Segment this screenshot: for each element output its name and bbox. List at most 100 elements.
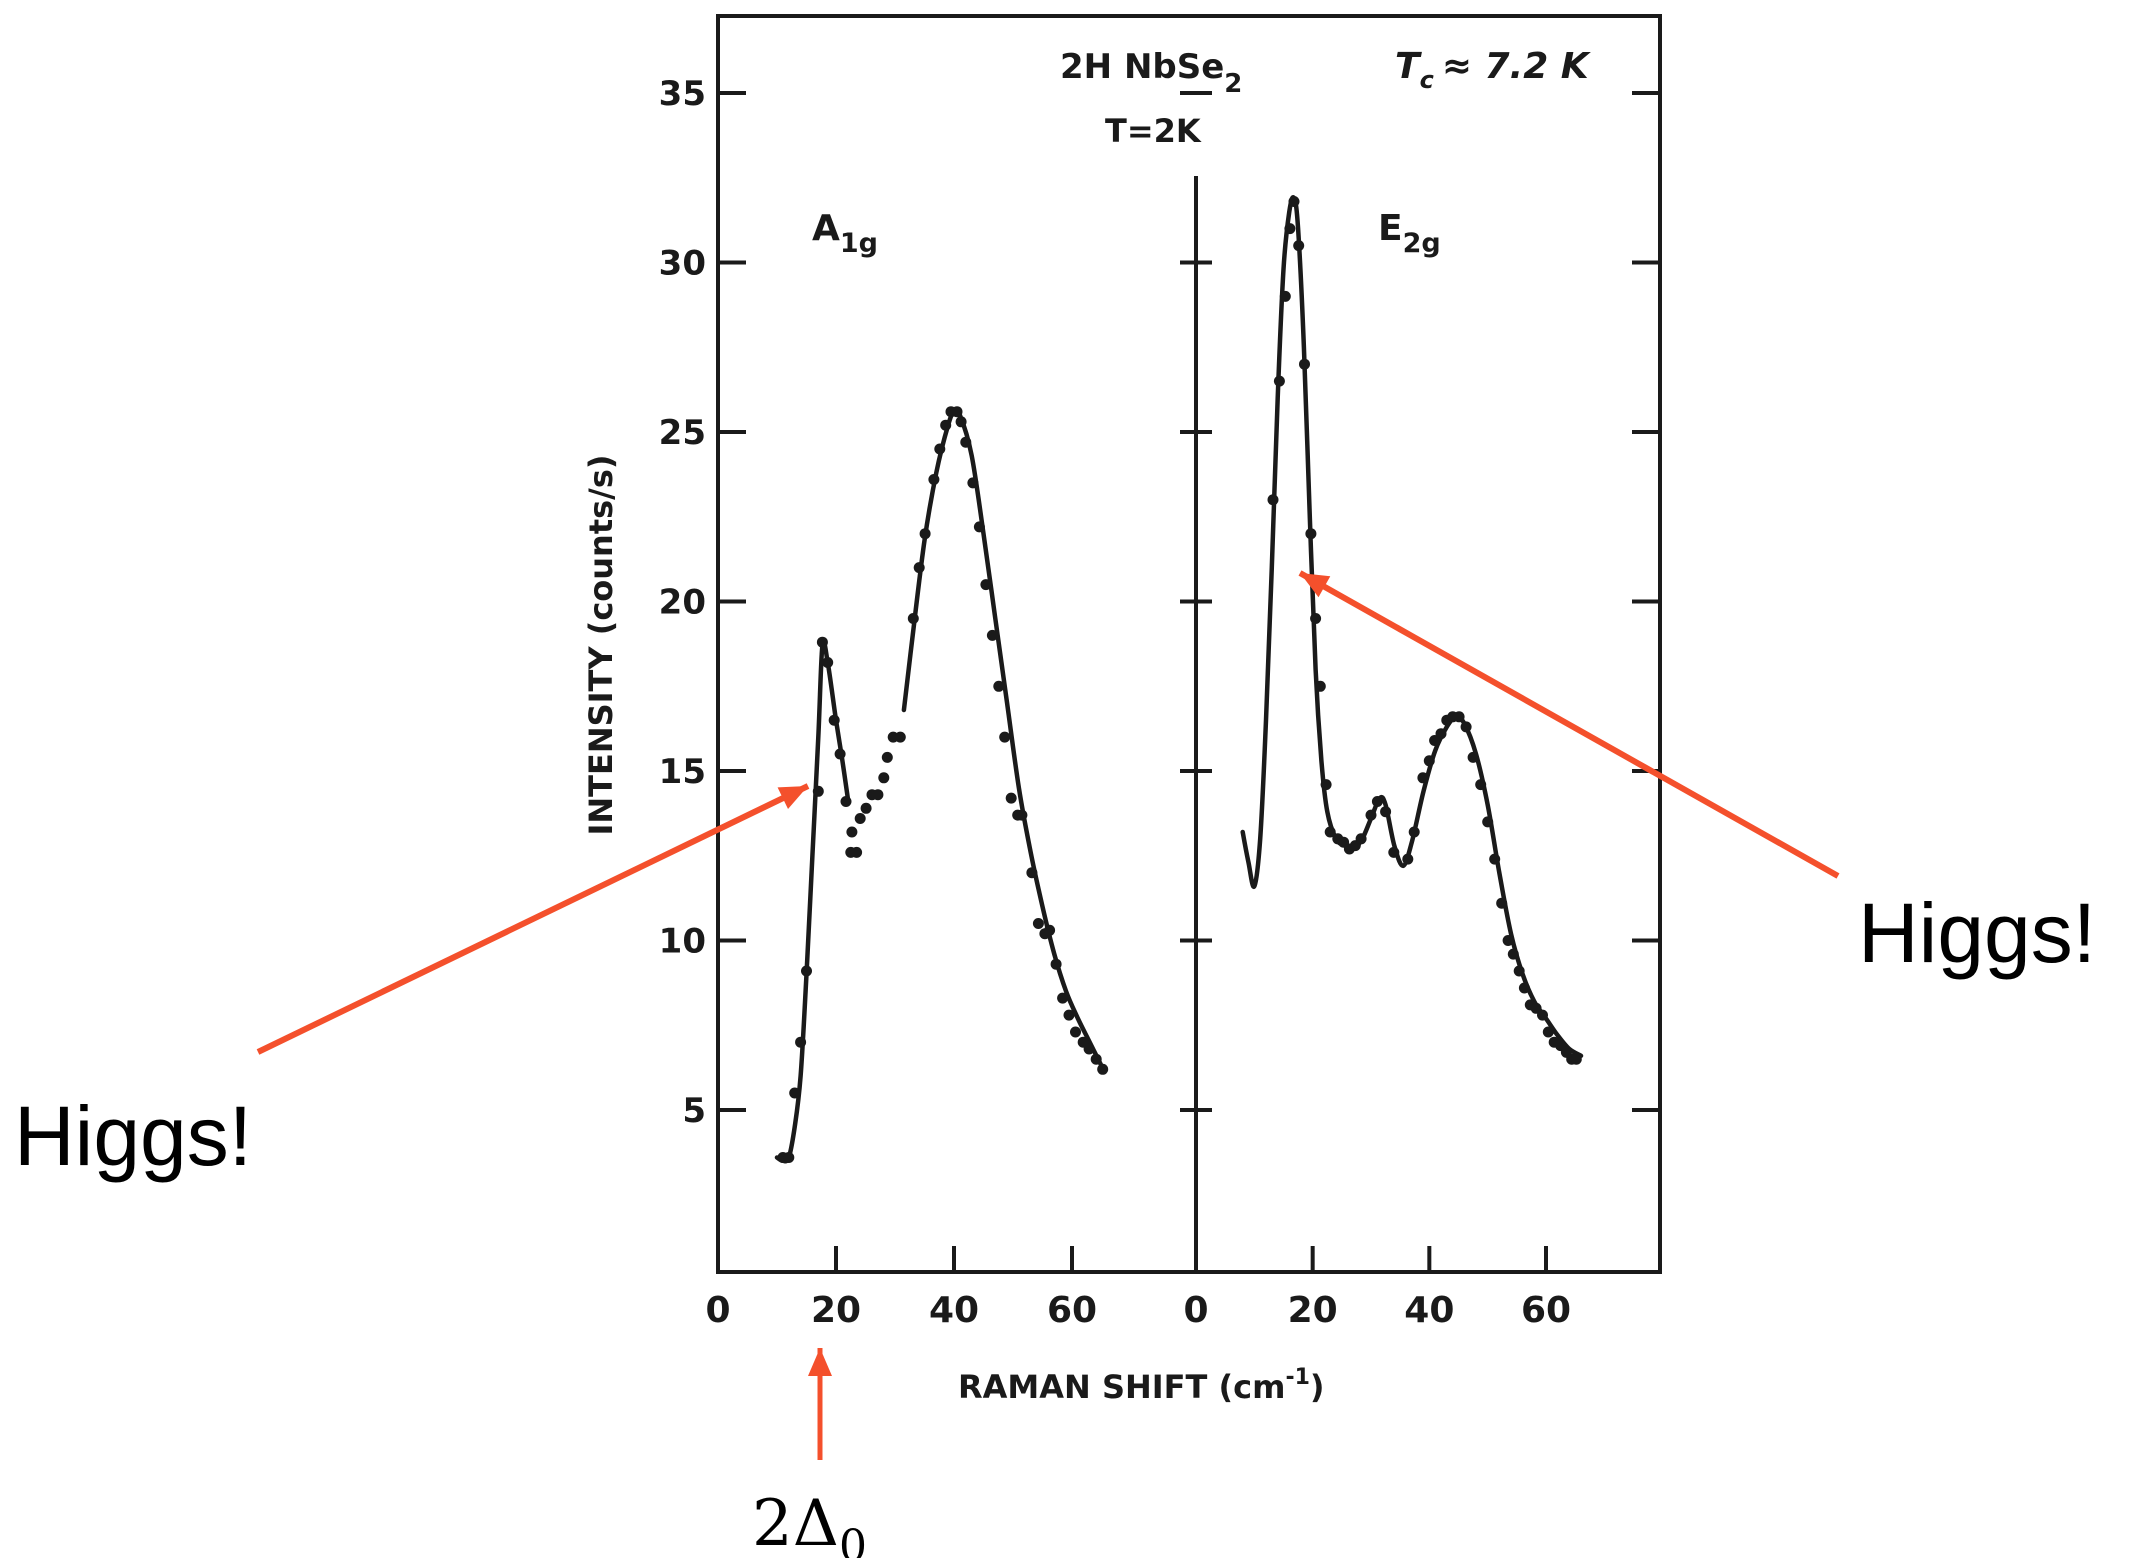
curve-p1-seg0	[1240, 195, 1584, 1059]
data-point-p1-29	[1453, 711, 1465, 723]
data-point-p0-35	[986, 629, 998, 641]
data-point-p0-48	[1070, 1026, 1081, 1038]
data-point-p0-25	[928, 474, 940, 485]
panel-label-a1g: A1g	[812, 208, 878, 259]
data-point-p0-42	[1032, 918, 1044, 929]
data-point-p0-15	[860, 802, 872, 814]
data-point-p0-24	[919, 528, 931, 540]
data-point-p1-21	[1402, 853, 1414, 865]
x-tick-label-p0-40: 40	[929, 1290, 979, 1331]
data-point-p1-36	[1502, 935, 1514, 946]
data-point-p1-35	[1496, 897, 1508, 909]
y-axis-label: INTENSITY (counts/s)	[582, 454, 620, 835]
data-point-p0-1	[783, 1152, 795, 1163]
gap-arrow-head	[808, 1348, 832, 1376]
data-point-p1-10	[1320, 779, 1332, 791]
y-tick-label-25: 25	[659, 413, 706, 453]
data-point-p1-24	[1423, 755, 1435, 767]
data-point-p1-7	[1305, 528, 1317, 540]
data-point-p0-19	[881, 751, 893, 763]
data-point-p0-44	[1044, 924, 1056, 936]
data-point-p0-33	[973, 521, 985, 533]
x-tick-label-p1-60: 60	[1521, 1290, 1571, 1331]
x-tick-label-p0-60: 60	[1047, 1290, 1097, 1331]
data-point-p1-22	[1408, 826, 1420, 838]
data-point-p0-51	[1090, 1053, 1102, 1065]
data-point-p1-18	[1371, 796, 1383, 807]
data-point-p1-1	[1273, 375, 1285, 387]
data-point-p0-23	[913, 562, 925, 574]
data-point-p0-52	[1097, 1063, 1109, 1075]
data-point-p0-38	[1005, 792, 1017, 804]
data-point-p1-43	[1542, 1026, 1554, 1038]
right-higgs-arrow-head	[1300, 573, 1331, 598]
data-point-p1-19	[1380, 806, 1392, 818]
data-point-p0-7	[822, 657, 834, 668]
data-point-p0-34	[980, 579, 992, 591]
right-higgs-arrow	[1298, 570, 1840, 879]
left-higgs-arrow-head	[777, 786, 808, 809]
right-higgs-label: Higgs!	[1858, 886, 2096, 980]
data-point-p1-6	[1299, 358, 1310, 370]
y-tick-label-15: 15	[659, 752, 706, 792]
data-point-p1-11	[1324, 826, 1336, 838]
x-tick-label-p1-40: 40	[1404, 1290, 1454, 1331]
data-point-p1-37	[1507, 948, 1519, 960]
data-point-p1-38	[1513, 965, 1525, 977]
data-point-p0-13	[846, 826, 858, 838]
data-point-p0-14	[854, 813, 866, 824]
x-tick-label-p0-0: 0	[705, 1290, 730, 1331]
data-point-p0-50	[1083, 1043, 1095, 1055]
panel-label-e2g: E2g	[1378, 208, 1441, 259]
data-point-p0-17	[872, 789, 884, 801]
data-point-p0-5	[812, 785, 824, 797]
data-point-p0-6	[816, 636, 828, 648]
gap-energy-label: 2Δ0	[752, 1487, 867, 1558]
x-tick-label-p1-20: 20	[1288, 1290, 1338, 1331]
data-point-p0-30	[955, 416, 967, 428]
temperature-label: T=2K	[1105, 112, 1202, 150]
data-point-p0-27	[940, 419, 952, 431]
tc-label: Tc ≈ 7.2 K	[1395, 46, 1592, 94]
data-point-p1-23	[1417, 772, 1429, 784]
data-point-p0-8	[828, 714, 840, 726]
sample-label: 2H NbSe2	[1060, 47, 1242, 99]
y-tick-label-10: 10	[659, 922, 706, 962]
left-higgs-arrow	[256, 783, 810, 1055]
data-point-p0-21	[894, 731, 906, 743]
plot-frame	[716, 14, 1662, 1274]
data-point-p1-34	[1489, 853, 1501, 865]
data-point-p1-33	[1482, 816, 1494, 828]
y-tick-label-5: 5	[682, 1091, 706, 1131]
data-point-p1-31	[1467, 751, 1479, 763]
data-point-p0-2	[789, 1087, 801, 1099]
data-point-p1-2	[1279, 290, 1291, 302]
data-point-p0-18	[878, 772, 890, 784]
data-point-p0-4	[801, 965, 812, 977]
data-point-p1-4	[1288, 196, 1300, 207]
left-higgs-label: Higgs!	[14, 1089, 252, 1183]
data-point-p1-9	[1314, 680, 1326, 692]
data-point-p0-40	[1016, 809, 1028, 821]
data-point-p1-48	[1570, 1053, 1582, 1065]
data-point-p0-29	[951, 406, 963, 418]
data-point-p1-26	[1435, 728, 1447, 740]
data-point-p1-42	[1537, 1009, 1548, 1021]
data-point-p0-41	[1026, 867, 1038, 879]
data-point-p0-32	[967, 477, 979, 489]
x-tick-label-p0-20: 20	[811, 1290, 861, 1331]
data-point-p0-36	[993, 680, 1005, 692]
data-point-p1-5	[1293, 240, 1305, 252]
y-tick-label-20: 20	[659, 583, 706, 623]
y-tick-label-35: 35	[659, 74, 706, 114]
data-point-p0-37	[999, 731, 1011, 743]
data-point-p1-16	[1355, 833, 1367, 845]
x-axis-label: RAMAN SHIFT (cm-1)	[958, 1365, 1325, 1406]
data-point-p0-9	[834, 748, 846, 760]
data-point-p1-32	[1475, 779, 1487, 791]
data-point-p1-17	[1365, 809, 1377, 821]
data-point-p0-3	[795, 1036, 807, 1048]
data-point-p1-3	[1284, 223, 1296, 235]
data-point-p0-12	[851, 846, 863, 858]
data-point-p1-20	[1388, 846, 1400, 858]
